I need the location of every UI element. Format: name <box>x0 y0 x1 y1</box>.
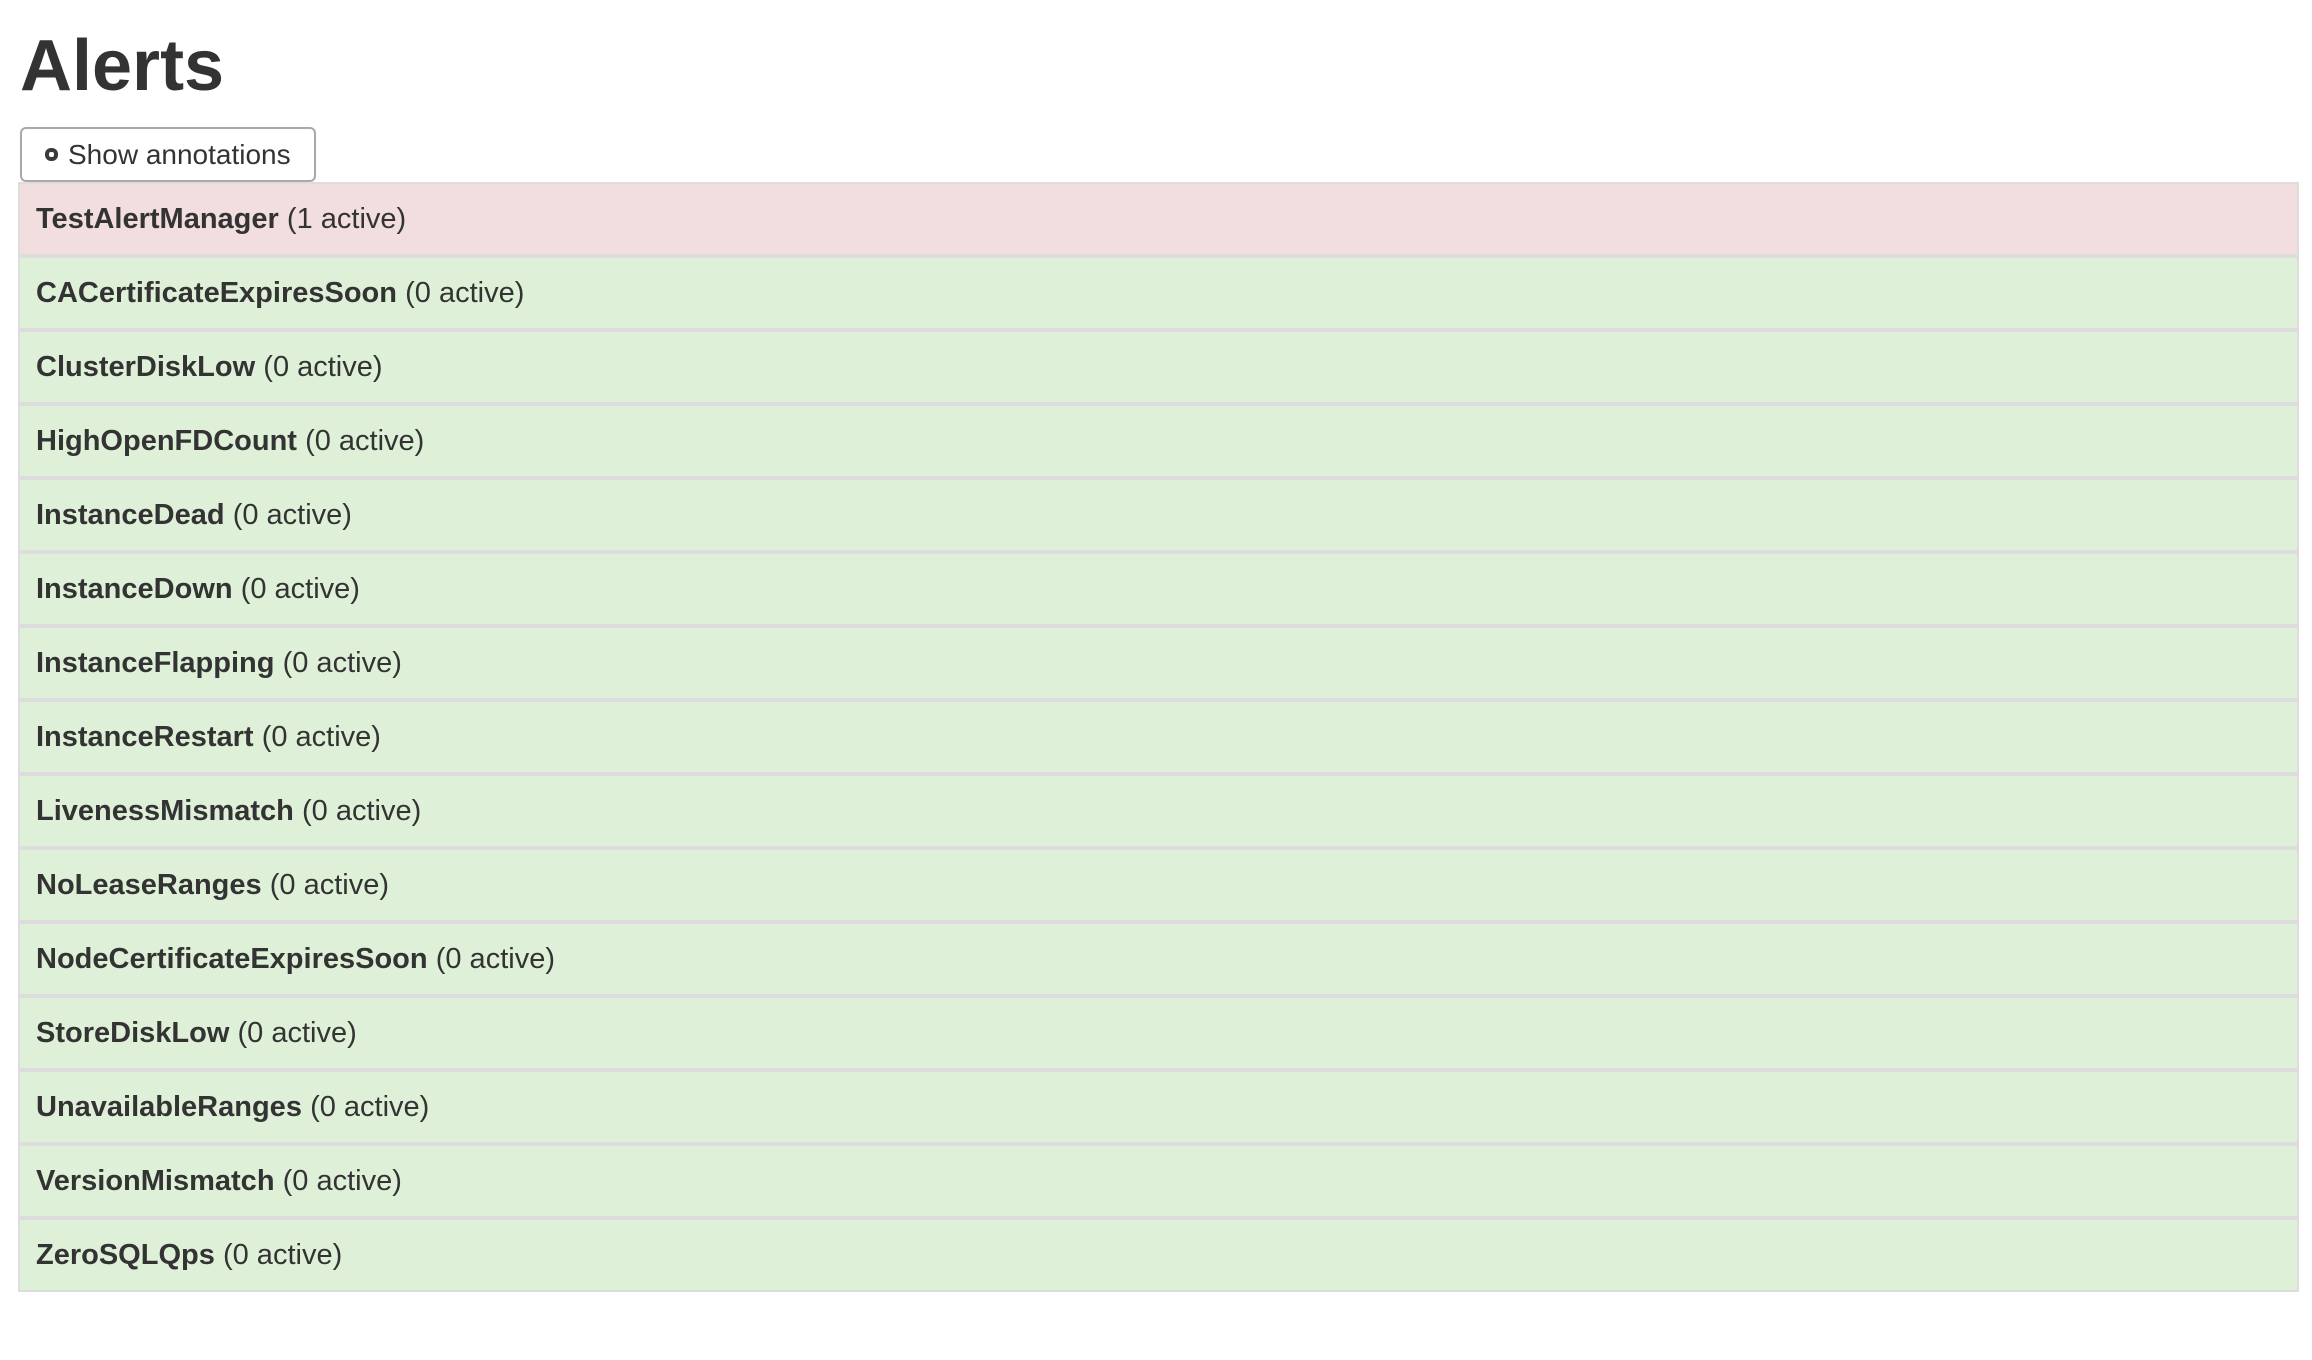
alert-row[interactable]: NoLeaseRanges (0 active) <box>18 848 2299 922</box>
show-annotations-label: Show annotations <box>68 139 291 170</box>
alert-row[interactable]: VersionMismatch (0 active) <box>18 1144 2299 1218</box>
alert-name: StoreDiskLow <box>36 1017 230 1049</box>
alert-name: HighOpenFDCount <box>36 425 297 457</box>
alerts-page: Alerts Show annotations TestAlertManager… <box>0 28 2312 1332</box>
alert-count: (0 active) <box>435 943 555 975</box>
checkbox-icon <box>45 148 58 161</box>
alert-count: (0 active) <box>240 573 360 605</box>
alert-count: (0 active) <box>232 499 352 531</box>
alert-row[interactable]: ZeroSQLQps (0 active) <box>18 1218 2299 1292</box>
alert-row[interactable]: InstanceDead (0 active) <box>18 478 2299 552</box>
alert-name: ZeroSQLQps <box>36 1239 215 1271</box>
show-annotations-button[interactable]: Show annotations <box>20 127 316 182</box>
alert-name: LivenessMismatch <box>36 795 294 827</box>
alert-row[interactable]: LivenessMismatch (0 active) <box>18 774 2299 848</box>
alert-count: (0 active) <box>269 869 390 901</box>
alert-name: InstanceRestart <box>36 721 254 753</box>
alert-count: (0 active) <box>263 351 383 383</box>
alert-row[interactable]: InstanceDown (0 active) <box>18 552 2299 626</box>
alert-count: (0 active) <box>302 795 422 827</box>
alert-count: (0 active) <box>222 1239 343 1271</box>
alert-row[interactable]: InstanceFlapping (0 active) <box>18 626 2299 700</box>
alert-count: (0 active) <box>405 277 525 309</box>
alert-name: NodeCertificateExpiresSoon <box>36 943 428 975</box>
alert-count: (0 active) <box>305 425 425 457</box>
alert-name: InstanceDead <box>36 499 225 531</box>
alert-name: UnavailableRanges <box>36 1091 302 1123</box>
alert-row[interactable]: InstanceRestart (0 active) <box>18 700 2299 774</box>
alert-row[interactable]: NodeCertificateExpiresSoon (0 active) <box>18 922 2299 996</box>
alert-row[interactable]: ClusterDiskLow (0 active) <box>18 330 2299 404</box>
alert-name: TestAlertManager <box>36 203 279 235</box>
alert-name: CACertificateExpiresSoon <box>36 277 397 309</box>
alert-name: ClusterDiskLow <box>36 351 256 383</box>
alert-row[interactable]: TestAlertManager (1 active) <box>18 182 2299 256</box>
alert-name: InstanceDown <box>36 573 233 605</box>
alert-name: NoLeaseRanges <box>36 869 262 901</box>
alert-count: (0 active) <box>237 1017 357 1049</box>
alert-count: (1 active) <box>286 203 407 235</box>
page-title: Alerts <box>20 26 225 106</box>
alert-count: (0 active) <box>282 1165 402 1197</box>
alert-row[interactable]: StoreDiskLow (0 active) <box>18 996 2299 1070</box>
alert-row[interactable]: UnavailableRanges (0 active) <box>18 1070 2299 1144</box>
alert-count: (0 active) <box>282 647 402 679</box>
alert-count: (0 active) <box>310 1091 430 1123</box>
alerts-table: TestAlertManager (1 active) CACertificate… <box>18 182 2299 1292</box>
alert-row[interactable]: HighOpenFDCount (0 active) <box>18 404 2299 478</box>
alert-row[interactable]: CACertificateExpiresSoon (0 active) <box>18 256 2299 330</box>
alert-count: (0 active) <box>261 721 381 753</box>
alert-name: InstanceFlapping <box>36 647 275 679</box>
alert-name: VersionMismatch <box>36 1165 275 1197</box>
